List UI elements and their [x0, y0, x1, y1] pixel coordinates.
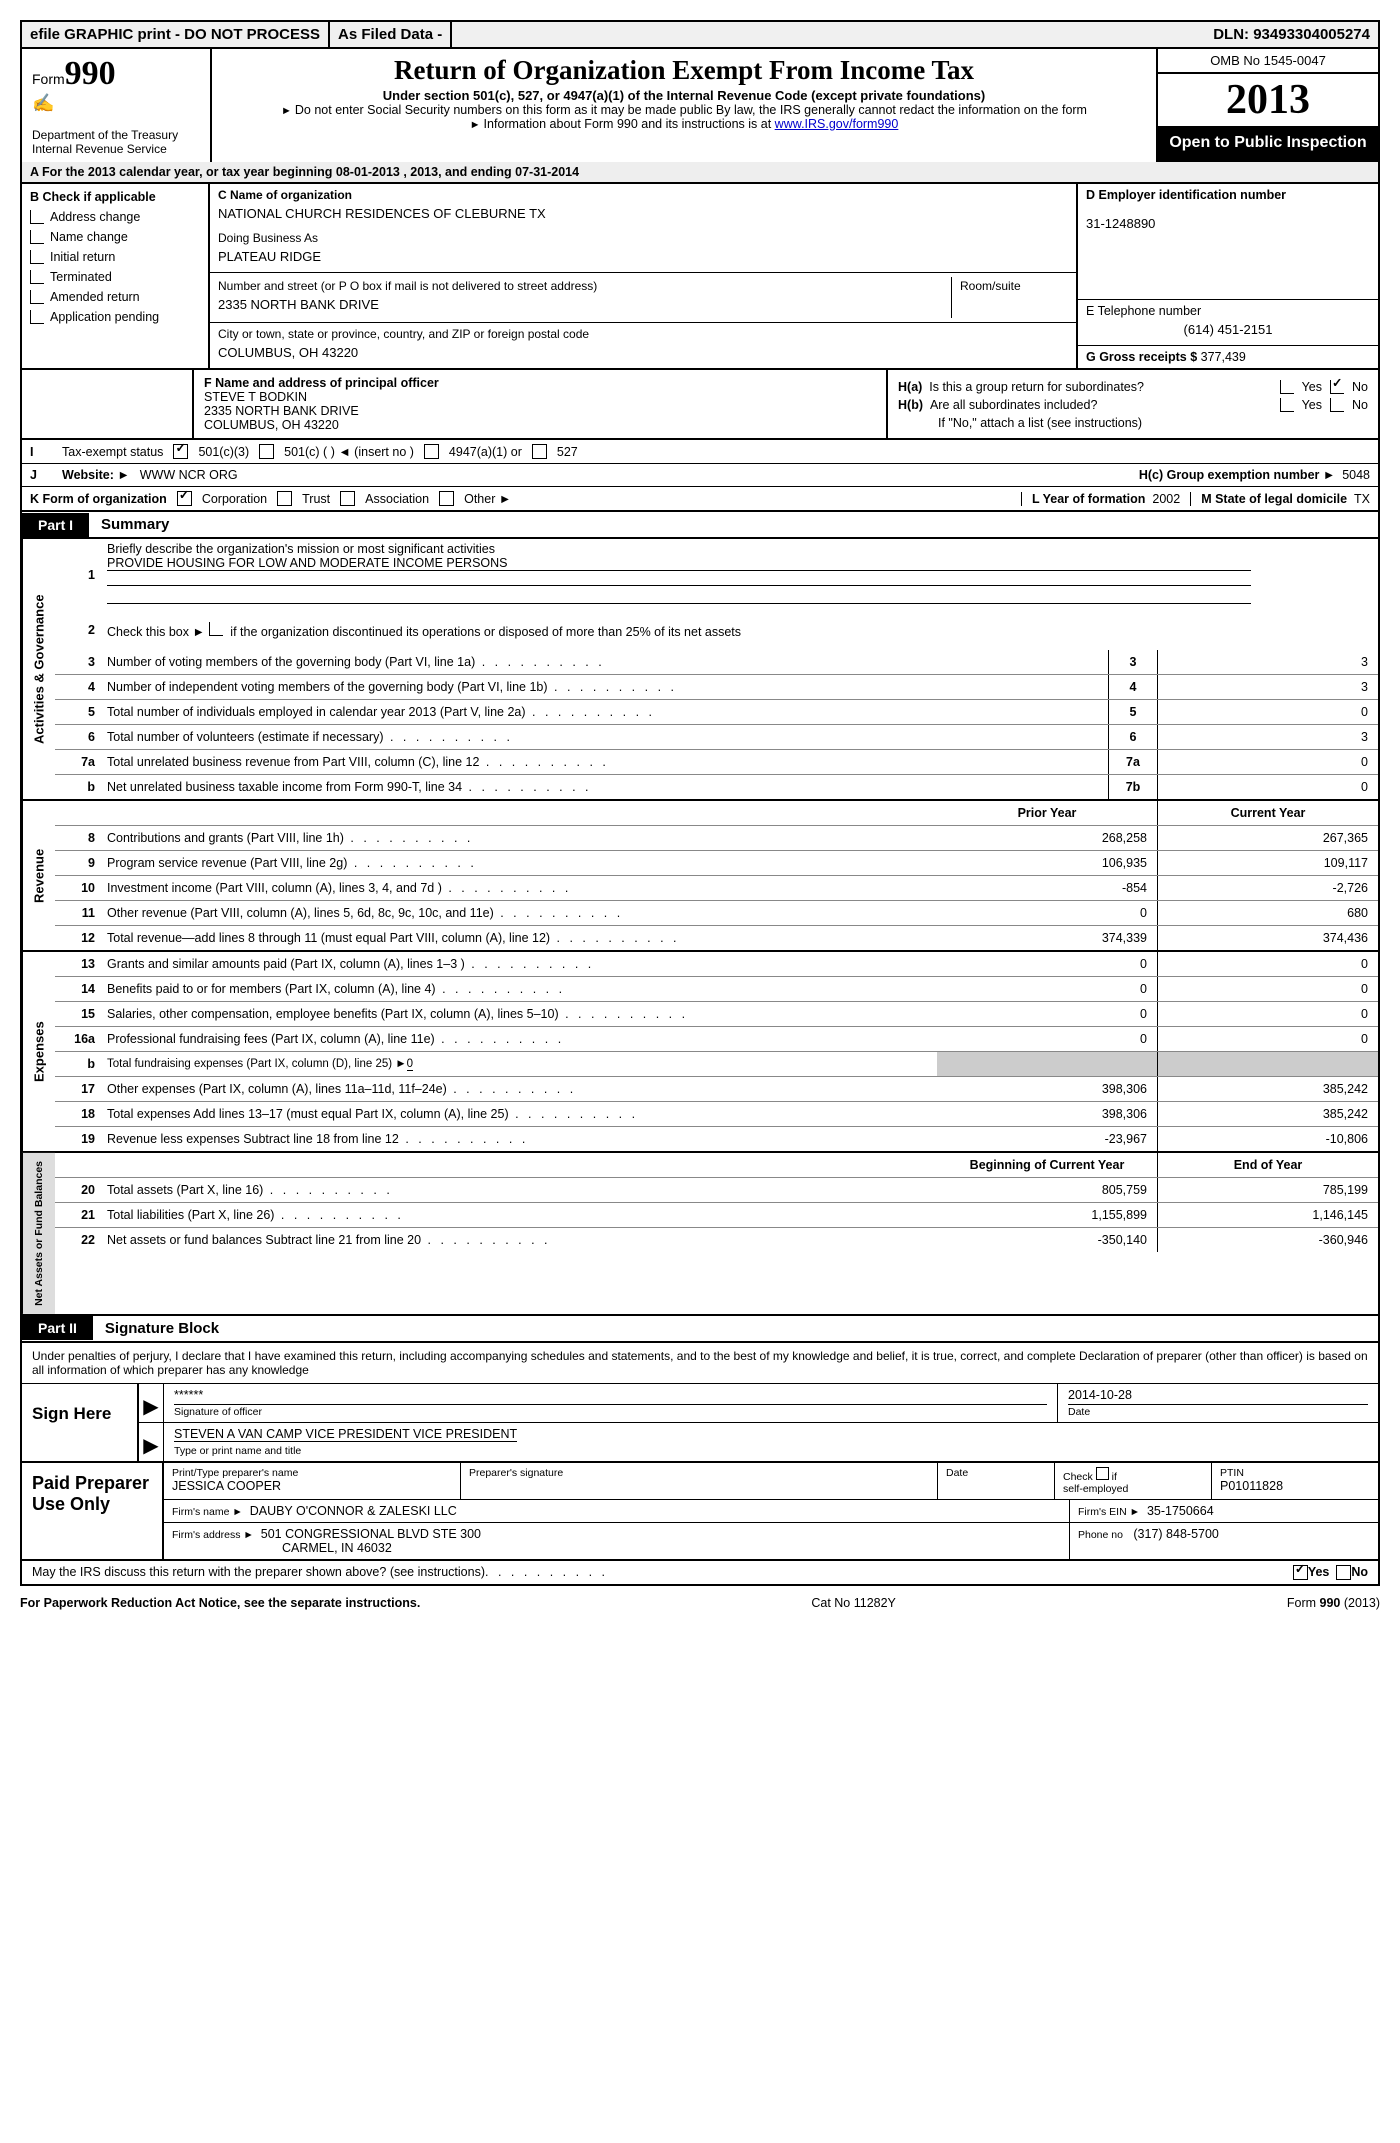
- ein-cell: D Employer identification number 31-1248…: [1078, 184, 1378, 300]
- form-number: Form990: [32, 55, 202, 93]
- col-b-header: B Check if applicable: [30, 190, 200, 204]
- gross-cell: G Gross receipts $ 377,439: [1078, 346, 1378, 368]
- col-c-org: C Name of organization NATIONAL CHURCH R…: [210, 184, 1076, 368]
- header-right: OMB No 1545-0047 2013 Open to Public Ins…: [1156, 49, 1378, 162]
- table-row: 20Total assets (Part X, line 16)805,7597…: [55, 1178, 1378, 1203]
- form-header: Form990 ✍ Department of the Treasury Int…: [20, 49, 1380, 162]
- as-filed: As Filed Data -: [330, 22, 452, 47]
- chk-501c[interactable]: [259, 444, 274, 459]
- table-row: 15Salaries, other compensation, employee…: [55, 1002, 1378, 1027]
- tax-year: 2013: [1158, 74, 1378, 128]
- chk-address-change[interactable]: Address change: [30, 210, 200, 224]
- h-b-note: If "No," attach a list (see instructions…: [898, 416, 1368, 430]
- sign-arrow-icon: ▶: [139, 1384, 164, 1422]
- chk-amended[interactable]: Amended return: [30, 290, 200, 304]
- col-b-checkboxes: B Check if applicable Address change Nam…: [22, 184, 210, 368]
- page-footer: For Paperwork Reduction Act Notice, see …: [20, 1586, 1380, 1610]
- chk-name-change[interactable]: Name change: [30, 230, 200, 244]
- row-a-period: A For the 2013 calendar year, or tax yea…: [20, 162, 1380, 184]
- perjury-statement: Under penalties of perjury, I declare th…: [20, 1343, 1380, 1384]
- table-row: 11Other revenue (Part VIII, column (A), …: [55, 901, 1378, 926]
- chk-corp[interactable]: [177, 491, 192, 506]
- part-i-header: Part I Summary: [20, 512, 1380, 539]
- irs-link[interactable]: www.IRS.gov/form990: [775, 117, 899, 131]
- table-row: 4Number of independent voting members of…: [55, 675, 1378, 700]
- table-row: 21Total liabilities (Part X, line 26)1,1…: [55, 1203, 1378, 1228]
- table-row: 17Other expenses (Part IX, column (A), l…: [55, 1077, 1378, 1102]
- section-bcd: B Check if applicable Address change Nam…: [20, 184, 1380, 370]
- chk-terminated[interactable]: Terminated: [30, 270, 200, 284]
- table-row: 9Program service revenue (Part VIII, lin…: [55, 851, 1378, 876]
- side-revenue: Revenue: [22, 801, 55, 950]
- col-f-officer: F Name and address of principal officer …: [194, 370, 888, 438]
- summary-revenue: Revenue Prior Year Current Year 8Contrib…: [20, 801, 1380, 952]
- section-fh: F Name and address of principal officer …: [20, 370, 1380, 440]
- chk-assoc[interactable]: [340, 491, 355, 506]
- table-row: 19Revenue less expenses Subtract line 18…: [55, 1127, 1378, 1151]
- side-expenses: Expenses: [22, 952, 55, 1151]
- part-ii-header: Part II Signature Block: [20, 1316, 1380, 1343]
- table-row: 12Total revenue—add lines 8 through 11 (…: [55, 926, 1378, 950]
- omb-number: OMB No 1545-0047: [1158, 49, 1378, 74]
- summary-netassets: Net Assets or Fund Balances Beginning of…: [20, 1153, 1380, 1316]
- top-bar: efile GRAPHIC print - DO NOT PROCESS As …: [20, 20, 1380, 49]
- chk-527[interactable]: [532, 444, 547, 459]
- chk-other[interactable]: [439, 491, 454, 506]
- sign-here-block: Sign Here ▶ ****** Signature of officer …: [20, 1384, 1380, 1463]
- sign-here-label: Sign Here: [22, 1384, 139, 1461]
- table-row: 8Contributions and grants (Part VIII, li…: [55, 826, 1378, 851]
- summary-governance: Activities & Governance 1 Briefly descri…: [20, 539, 1380, 801]
- table-row: bTotal fundraising expenses (Part IX, co…: [55, 1052, 1378, 1077]
- col-d-g: D Employer identification number 31-1248…: [1076, 184, 1378, 368]
- table-row: bNet unrelated business taxable income f…: [55, 775, 1378, 799]
- side-governance: Activities & Governance: [22, 539, 55, 799]
- h-a: H(a) Is this a group return for subordin…: [898, 380, 1368, 394]
- header-center: Return of Organization Exempt From Incom…: [212, 49, 1156, 162]
- chk-trust[interactable]: [277, 491, 292, 506]
- table-row: 5Total number of individuals employed in…: [55, 700, 1378, 725]
- table-row: 7aTotal unrelated business revenue from …: [55, 750, 1378, 775]
- dept-treasury: Department of the Treasury: [32, 128, 202, 142]
- chk-discuss-no[interactable]: [1336, 1565, 1351, 1580]
- row-k-form: K Form of organization Corporation Trust…: [20, 487, 1380, 512]
- info-note: Information about Form 990 and its instr…: [232, 117, 1136, 131]
- side-netassets: Net Assets or Fund Balances: [22, 1153, 55, 1314]
- form-title: Return of Organization Exempt From Incom…: [232, 55, 1136, 86]
- efile-notice: efile GRAPHIC print - DO NOT PROCESS: [22, 22, 330, 47]
- table-row: 3Number of voting members of the governi…: [55, 650, 1378, 675]
- table-row: 16aProfessional fundraising fees (Part I…: [55, 1027, 1378, 1052]
- table-row: 18Total expenses Add lines 13–17 (must e…: [55, 1102, 1378, 1127]
- org-name-cell: C Name of organization NATIONAL CHURCH R…: [210, 184, 1076, 273]
- table-row: 10Investment income (Part VIII, column (…: [55, 876, 1378, 901]
- chk-initial-return[interactable]: Initial return: [30, 250, 200, 264]
- table-row: 13Grants and similar amounts paid (Part …: [55, 952, 1378, 977]
- sign-arrow-icon-2: ▶: [139, 1423, 164, 1461]
- telephone-cell: E Telephone number (614) 451-2151: [1078, 300, 1378, 346]
- paid-preparer-label: Paid Preparer Use Only: [22, 1463, 164, 1559]
- col-h-group: H(a) Is this a group return for subordin…: [888, 370, 1378, 438]
- table-row: 6Total number of volunteers (estimate if…: [55, 725, 1378, 750]
- chk-501c3[interactable]: [173, 444, 188, 459]
- chk-discuss-yes[interactable]: [1293, 1565, 1308, 1580]
- header-left: Form990 ✍ Department of the Treasury Int…: [22, 49, 212, 162]
- city-cell: City or town, state or province, country…: [210, 323, 1076, 368]
- privacy-note: Do not enter Social Security numbers on …: [232, 103, 1136, 117]
- form-subtitle: Under section 501(c), 527, or 4947(a)(1)…: [232, 88, 1136, 103]
- chk-4947[interactable]: [424, 444, 439, 459]
- h-b: H(b) Are all subordinates included? Yes …: [898, 398, 1368, 412]
- row-j-website: J Website: ► WWW NCR ORG H(c) Group exem…: [20, 464, 1380, 487]
- discuss-row: May the IRS discuss this return with the…: [20, 1561, 1380, 1586]
- summary-expenses: Expenses 13Grants and similar amounts pa…: [20, 952, 1380, 1153]
- row-i-status: I Tax-exempt status 501(c)(3) 501(c) ( )…: [20, 440, 1380, 464]
- table-row: 14Benefits paid to or for members (Part …: [55, 977, 1378, 1002]
- address-cell: Number and street (or P O box if mail is…: [210, 273, 1076, 323]
- chk-pending[interactable]: Application pending: [30, 310, 200, 324]
- irs-label: Internal Revenue Service: [32, 142, 202, 156]
- table-row: 22Net assets or fund balances Subtract l…: [55, 1228, 1378, 1252]
- dln: DLN: 93493304005274: [1205, 22, 1378, 47]
- paid-preparer-block: Paid Preparer Use Only Print/Type prepar…: [20, 1463, 1380, 1561]
- open-inspection: Open to Public Inspection: [1158, 128, 1378, 162]
